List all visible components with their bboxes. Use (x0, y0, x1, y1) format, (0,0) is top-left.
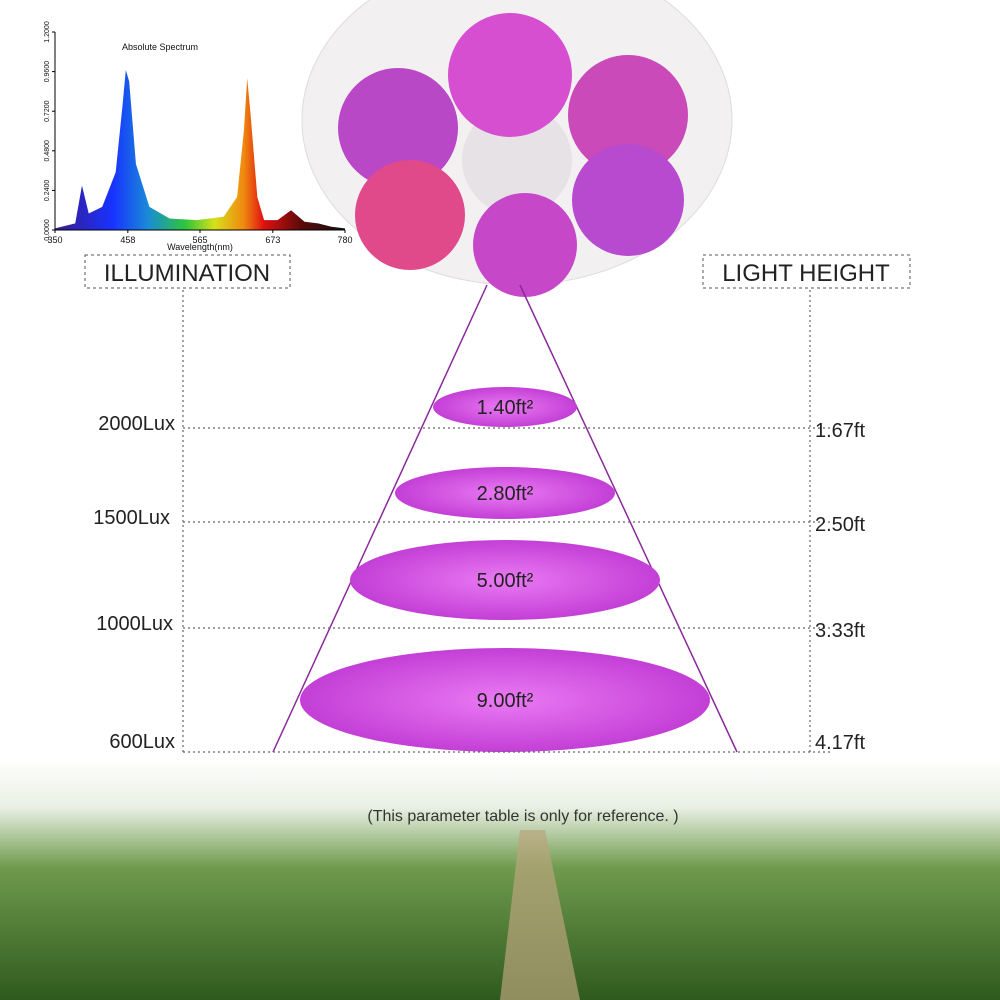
x-tick-label: 565 (192, 235, 207, 245)
lux-label: 2000Lux (98, 413, 175, 435)
light-area (350, 540, 660, 620)
y-tick-label: 1.2000 (44, 21, 51, 43)
x-tick-label: 350 (47, 235, 62, 245)
area-label: 5.00ft² (477, 570, 534, 592)
height-label: 2.50ft (815, 514, 865, 536)
area-label: 9.00ft² (477, 690, 534, 712)
lamp (301, 0, 733, 297)
x-axis-label: Wavelength(nm) (167, 242, 233, 252)
area-label: 1.40ft² (477, 397, 534, 419)
y-tick-label: 0.9600 (44, 61, 51, 83)
lux-label: 1500Lux (93, 507, 170, 529)
y-tick-label: 0.2400 (44, 180, 51, 202)
x-tick-label: 673 (265, 235, 280, 245)
beam-edge (519, 284, 738, 753)
height-label: 1.67ft (815, 420, 865, 442)
light-area (395, 467, 615, 519)
note: (This parameter table is only for refere… (367, 808, 678, 825)
light-area (433, 387, 577, 427)
right-header: LIGHT HEIGHT (722, 260, 890, 287)
x-tick-label: 458 (120, 235, 135, 245)
path (500, 830, 580, 1000)
light-area (300, 648, 710, 752)
lux-label: 600Lux (109, 731, 175, 753)
lux-label: 1000Lux (96, 613, 173, 635)
beam-edge (272, 284, 488, 753)
left-header: ILLUMINATION (104, 260, 270, 287)
y-tick-label: 0.7200 (44, 100, 51, 122)
y-tick-label: 0.4800 (44, 140, 51, 162)
height-label: 4.17ft (815, 732, 865, 754)
plants-background (0, 760, 1000, 1000)
spectrum-area (55, 69, 345, 230)
y-tick-label: 0.0000 (44, 219, 51, 241)
header-box (702, 254, 911, 289)
height-label: 3.33ft (815, 620, 865, 642)
spectrum-title: Absolute Spectrum (122, 42, 198, 52)
x-tick-label: 780 (337, 235, 352, 245)
header-box (84, 254, 291, 289)
area-label: 2.80ft² (477, 483, 534, 505)
